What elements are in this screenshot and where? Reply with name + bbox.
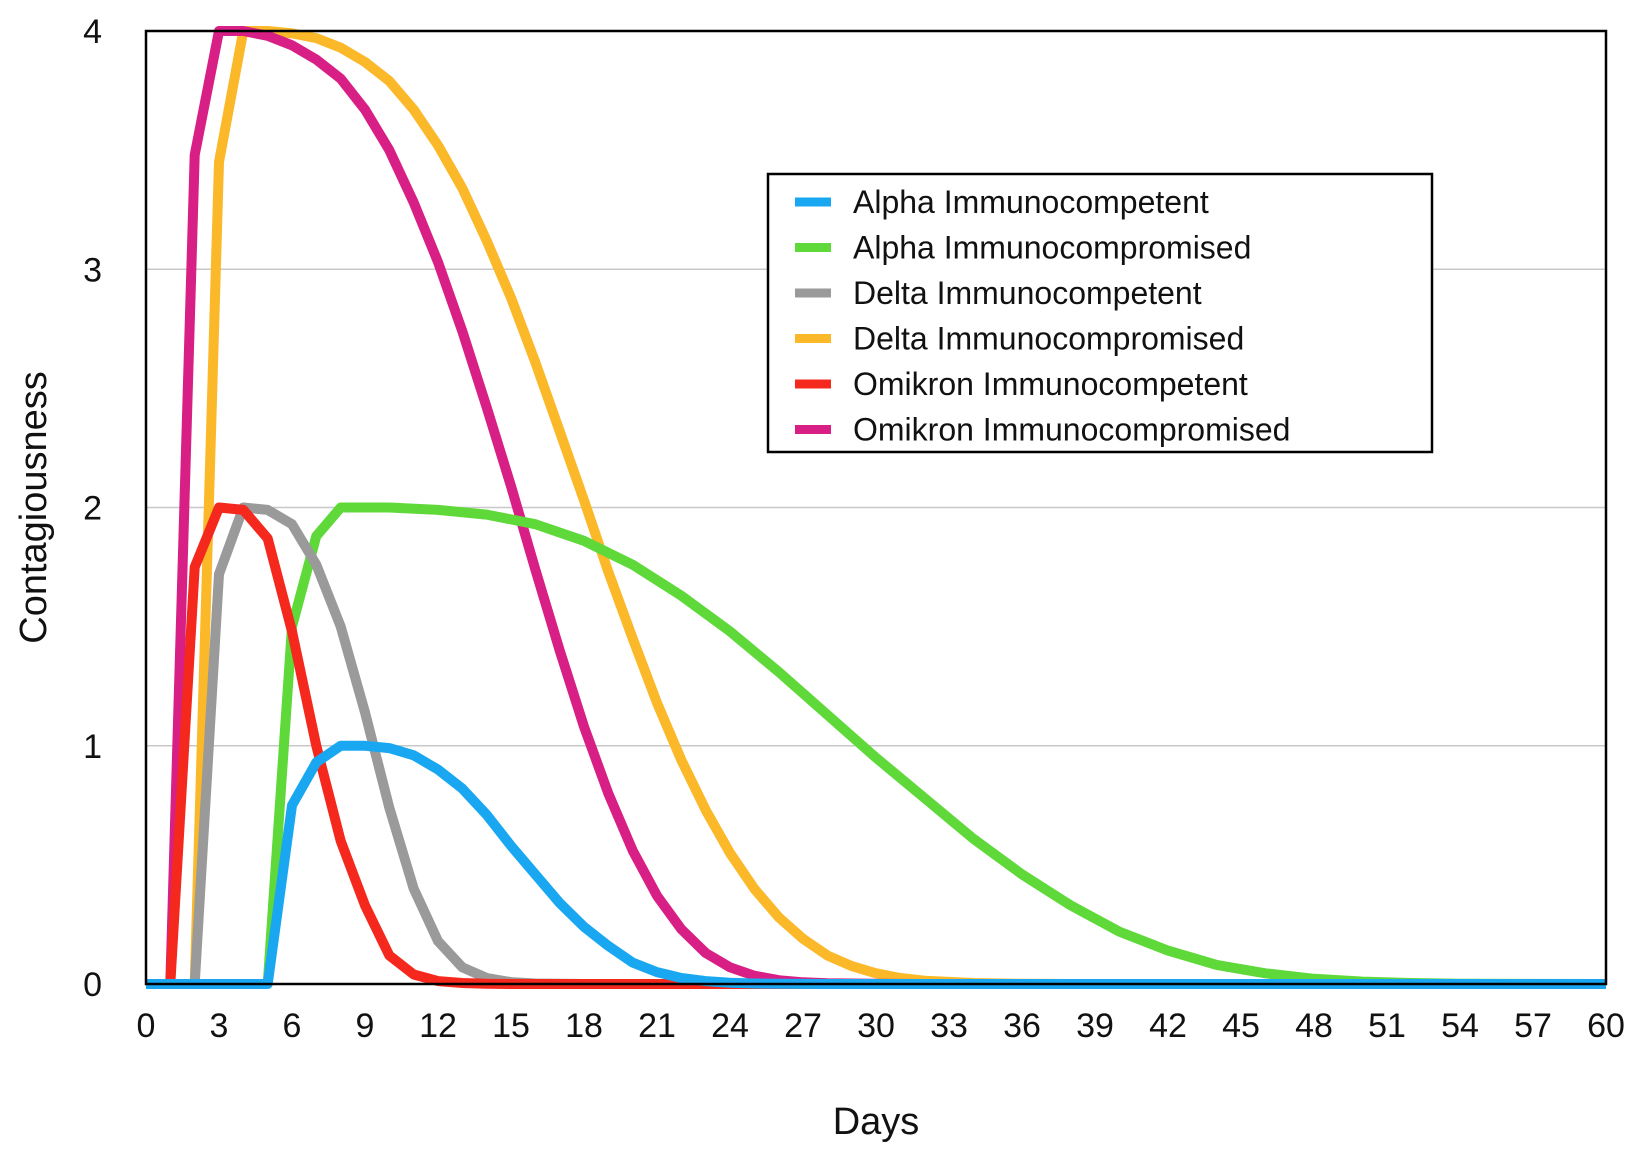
y-tick-label: 1 bbox=[83, 728, 102, 766]
x-tick-label: 6 bbox=[283, 1007, 302, 1045]
x-tick-label: 60 bbox=[1587, 1007, 1625, 1045]
x-tick-label: 18 bbox=[565, 1007, 603, 1045]
x-tick-label: 57 bbox=[1514, 1007, 1552, 1045]
x-tick-label: 15 bbox=[492, 1007, 530, 1045]
plot-frame bbox=[144, 29, 1608, 986]
y-axis-ticks: 0 1 2 3 4 bbox=[83, 13, 102, 1004]
x-tick-label: 27 bbox=[784, 1007, 822, 1045]
x-tick-label: 48 bbox=[1295, 1007, 1333, 1045]
series-line-delta-immunocompromised bbox=[146, 26, 1606, 989]
x-tick-label: 42 bbox=[1149, 1007, 1187, 1045]
x-tick-label: 9 bbox=[356, 1007, 375, 1045]
x-tick-label: 45 bbox=[1222, 1007, 1260, 1045]
x-tick-label: 30 bbox=[857, 1007, 895, 1045]
y-tick-label: 0 bbox=[83, 966, 102, 1004]
x-axis-ticks: 0 3 6 9 12 15 18 21 24 27 30 33 36 39 42 45 48 51 54 57 60 bbox=[137, 1007, 1625, 1045]
x-tick-label: 33 bbox=[930, 1007, 968, 1045]
x-axis-title: Days bbox=[833, 1101, 920, 1143]
x-tick-label: 24 bbox=[711, 1007, 749, 1045]
series-line-alpha-immunocompromised bbox=[146, 502, 1607, 989]
legend-label: Omikron Immunocompetent bbox=[853, 366, 1248, 402]
legend-label: Delta Immunocompetent bbox=[853, 275, 1202, 311]
y-axis-title: Contagiousness bbox=[13, 371, 55, 644]
x-tick-label: 3 bbox=[210, 1007, 229, 1045]
x-tick-label: 12 bbox=[419, 1007, 457, 1045]
y-tick-label: 3 bbox=[83, 251, 102, 289]
legend-box bbox=[766, 172, 1434, 454]
legend-label: Delta Immunocompromised bbox=[853, 321, 1244, 357]
x-tick-label: 0 bbox=[137, 1007, 156, 1045]
x-tick-label: 39 bbox=[1076, 1007, 1114, 1045]
legend: Alpha Immunocompetent Alpha Immunocomprom… bbox=[766, 172, 1434, 454]
legend-label: Omikron Immunocompromised bbox=[853, 412, 1290, 448]
y-tick-label: 2 bbox=[83, 490, 102, 528]
x-tick-label: 54 bbox=[1441, 1007, 1479, 1045]
x-tick-label: 36 bbox=[1003, 1007, 1041, 1045]
x-tick-label: 51 bbox=[1368, 1007, 1406, 1045]
x-tick-label: 21 bbox=[638, 1007, 676, 1045]
y-tick-label: 4 bbox=[83, 13, 102, 51]
legend-label: Alpha Immunocompetent bbox=[853, 184, 1209, 220]
legend-label: Alpha Immunocompromised bbox=[853, 230, 1251, 266]
